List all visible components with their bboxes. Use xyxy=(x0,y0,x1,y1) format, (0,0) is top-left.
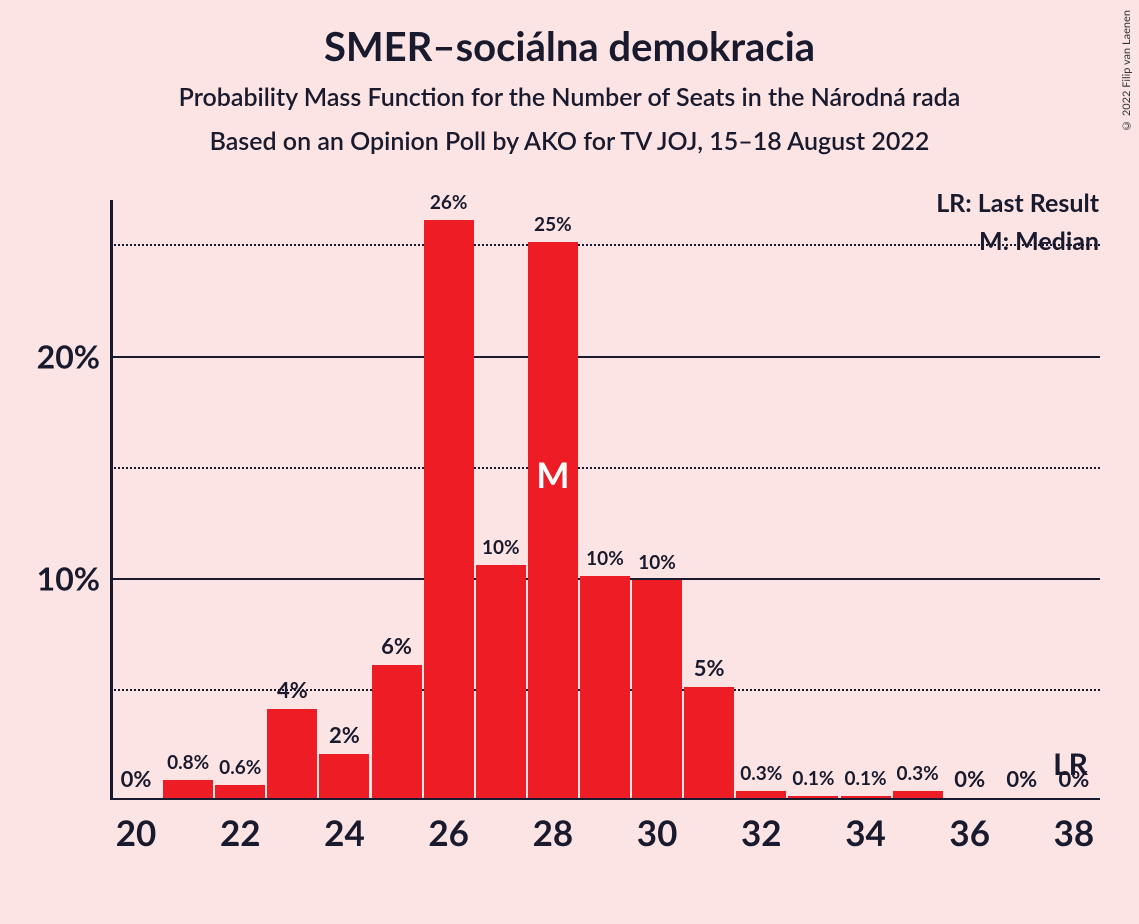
chart-title: SMER–sociálna demokracia xyxy=(0,0,1139,70)
bar: 0.1% xyxy=(788,796,838,798)
x-tick-label: 24 xyxy=(324,812,365,854)
x-tick-label: 22 xyxy=(220,812,261,854)
bar-value-label: 10% xyxy=(482,536,520,559)
bar-value-label: 5% xyxy=(694,654,725,681)
bar-slot: 0% xyxy=(944,200,996,800)
x-tick-label: 34 xyxy=(845,812,886,854)
bar: 0.6% xyxy=(215,785,265,798)
plot-area: 10%20% 0%0.8%0.6%4%2%6%26%10%25%M10%10%5… xyxy=(110,200,1100,800)
bar: 0.1% xyxy=(841,796,891,798)
bar-value-label: 2% xyxy=(329,721,360,748)
median-marker: M xyxy=(536,454,569,496)
bar-value-label: 0% xyxy=(1006,765,1037,792)
bar: 10% xyxy=(580,576,630,798)
bar-value-label: 0% xyxy=(121,765,152,792)
bar-slot: 2% xyxy=(318,200,370,800)
bar-value-label: 0.3% xyxy=(897,762,939,785)
x-tick-label: 28 xyxy=(533,812,574,854)
x-tick-label: 20 xyxy=(116,812,157,854)
bar-value-label: 0.1% xyxy=(792,767,834,790)
bar: 2% xyxy=(319,754,369,798)
x-tick-label: 26 xyxy=(428,812,469,854)
bar-slot: 0% xyxy=(996,200,1048,800)
bar: 10% xyxy=(476,565,526,798)
bar-slot: 4% xyxy=(266,200,318,800)
bar-value-label: 0.6% xyxy=(219,756,261,779)
chart-subtitle-2: Based on an Opinion Poll by AKO for TV J… xyxy=(0,126,1139,156)
x-tick-label: 32 xyxy=(741,812,782,854)
bar-slot: 0.3% xyxy=(735,200,787,800)
bar-slot: 10% xyxy=(475,200,527,800)
bars-container: 0%0.8%0.6%4%2%6%26%10%25%M10%10%5%0.3%0.… xyxy=(110,200,1100,800)
bar-slot: 0.1% xyxy=(839,200,891,800)
bar: 25%M xyxy=(528,242,578,798)
bar-slot: 0.8% xyxy=(162,200,214,800)
bar-value-label: 0.3% xyxy=(740,762,782,785)
bar: 26% xyxy=(424,220,474,798)
y-tick-label: 10% xyxy=(37,558,100,597)
bar-slot: 0.6% xyxy=(214,200,266,800)
bar: 6% xyxy=(372,665,422,798)
y-tick-label: 20% xyxy=(37,336,100,375)
bar-slot: 6% xyxy=(371,200,423,800)
bar: 0.3% xyxy=(736,791,786,798)
bar-slot: 10% xyxy=(579,200,631,800)
bar-value-label: 0% xyxy=(954,765,985,792)
bar-slot: 0.3% xyxy=(892,200,944,800)
x-tick-label: 30 xyxy=(637,812,678,854)
bar-slot: 0.1% xyxy=(787,200,839,800)
bar-slot: 5% xyxy=(683,200,735,800)
copyright-text: © 2022 Filip van Laenen xyxy=(1120,10,1133,132)
bar-value-label: 0.8% xyxy=(167,751,209,774)
bar-value-label: 4% xyxy=(277,676,308,703)
bar-slot: 10% xyxy=(631,200,683,800)
bar-value-label: 26% xyxy=(430,191,468,214)
last-result-marker: LR xyxy=(1053,746,1088,782)
bar-slot: 0% xyxy=(1048,200,1100,800)
bar-slot: 26% xyxy=(423,200,475,800)
bar: 10% xyxy=(632,580,682,798)
bar: 4% xyxy=(267,709,317,798)
bar-value-label: 0.1% xyxy=(844,767,886,790)
bar: 5% xyxy=(684,687,734,798)
x-tick-label: 36 xyxy=(949,812,990,854)
bar-value-label: 10% xyxy=(638,551,676,574)
bar-value-label: 6% xyxy=(381,632,412,659)
bar: 0.8% xyxy=(163,780,213,798)
bar-value-label: 10% xyxy=(586,547,624,570)
bar-slot: 25% M xyxy=(527,200,579,800)
x-tick-label: 38 xyxy=(1054,812,1095,854)
bar-slot: 0% xyxy=(110,200,162,800)
bar: 0.3% xyxy=(893,791,943,798)
bar-value-label: 25% xyxy=(534,213,572,236)
chart-subtitle-1: Probability Mass Function for the Number… xyxy=(0,82,1139,112)
